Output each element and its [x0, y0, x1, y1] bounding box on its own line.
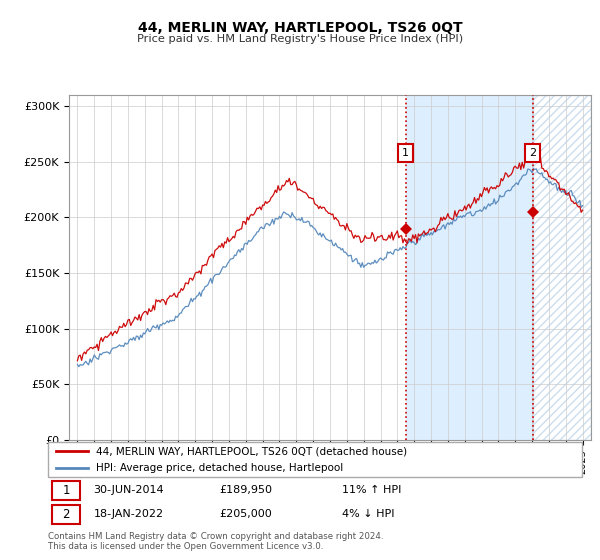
Text: 11% ↑ HPI: 11% ↑ HPI — [342, 486, 401, 496]
Bar — [52, 480, 80, 500]
Bar — [52, 505, 80, 524]
Text: £205,000: £205,000 — [219, 509, 272, 519]
Text: 4% ↓ HPI: 4% ↓ HPI — [342, 509, 394, 519]
Text: £189,950: £189,950 — [219, 486, 272, 496]
Bar — [533, 95, 591, 440]
Text: 30-JUN-2014: 30-JUN-2014 — [94, 486, 164, 496]
Text: HPI: Average price, detached house, Hartlepool: HPI: Average price, detached house, Hart… — [96, 463, 343, 473]
Bar — [406, 95, 533, 440]
Text: 44, MERLIN WAY, HARTLEPOOL, TS26 0QT: 44, MERLIN WAY, HARTLEPOOL, TS26 0QT — [137, 21, 463, 35]
Text: 1: 1 — [402, 148, 409, 158]
Text: 18-JAN-2022: 18-JAN-2022 — [94, 509, 164, 519]
Text: Contains HM Land Registry data © Crown copyright and database right 2024.
This d: Contains HM Land Registry data © Crown c… — [48, 532, 383, 552]
Text: 2: 2 — [62, 508, 70, 521]
Text: 1: 1 — [62, 484, 70, 497]
Text: 44, MERLIN WAY, HARTLEPOOL, TS26 0QT (detached house): 44, MERLIN WAY, HARTLEPOOL, TS26 0QT (de… — [96, 446, 407, 456]
Text: 2: 2 — [529, 148, 536, 158]
Text: Price paid vs. HM Land Registry's House Price Index (HPI): Price paid vs. HM Land Registry's House … — [137, 34, 463, 44]
